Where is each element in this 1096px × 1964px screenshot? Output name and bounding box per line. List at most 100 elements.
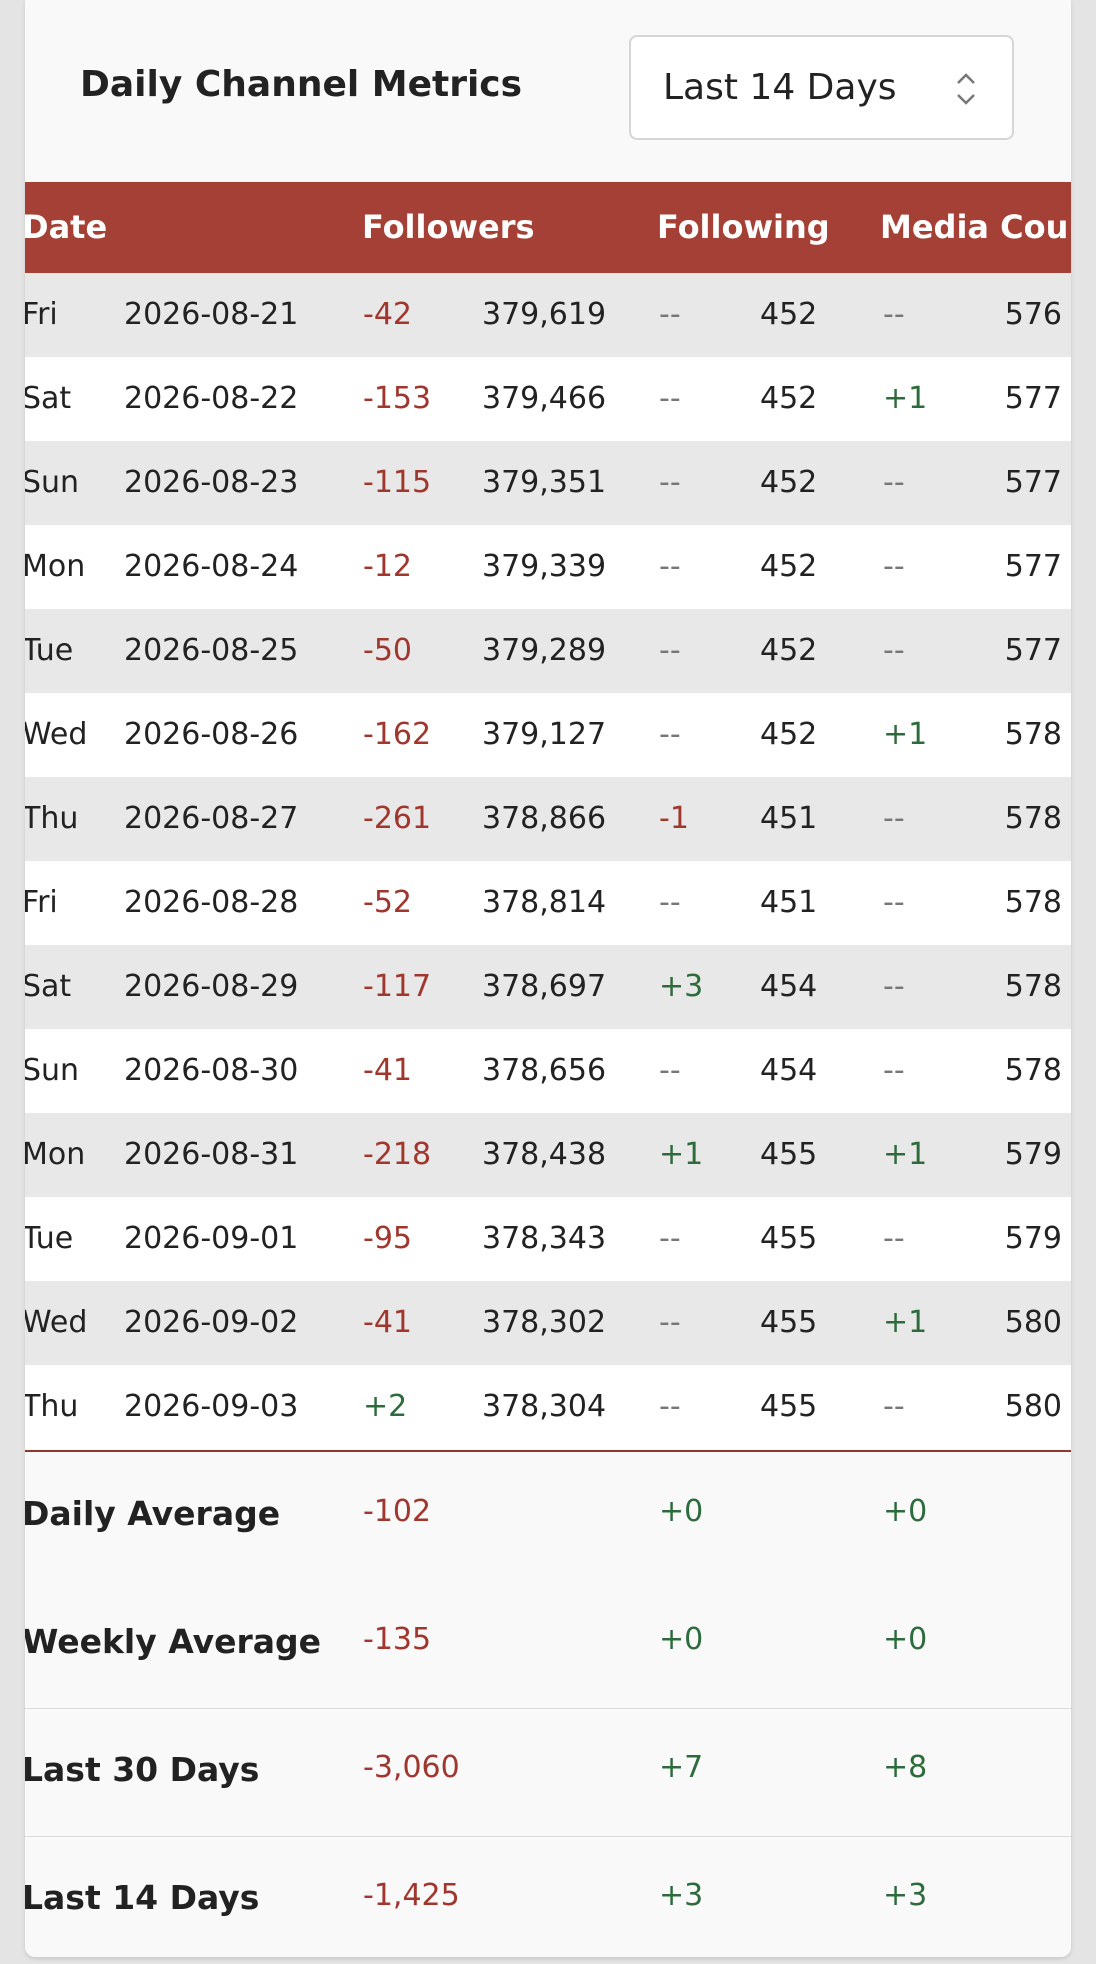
table-row: Fri 2026-08-28 -52 378,814 -- 451 -- 578 <box>25 861 1071 945</box>
summary-cell: +0 <box>659 1494 704 1529</box>
cell: +1 <box>883 381 928 416</box>
cell: -- <box>883 1389 905 1424</box>
summary-cell: +0 <box>883 1622 928 1657</box>
cell: -- <box>883 969 905 1004</box>
cell: 452 <box>760 633 818 668</box>
cell: -- <box>883 801 905 836</box>
cell: -- <box>883 465 905 500</box>
column-header: Following <box>657 208 830 246</box>
cell: 577 <box>1004 465 1062 500</box>
table-row: Tue 2026-09-01 -95 378,343 -- 455 -- 579 <box>25 1197 1071 1281</box>
cell: +1 <box>883 717 928 752</box>
cell: 579 <box>1004 1221 1062 1256</box>
cell: +1 <box>883 1305 928 1340</box>
cell: 2026-08-28 <box>124 885 299 920</box>
cell: 378,343 <box>482 1221 607 1256</box>
cell: -41 <box>363 1053 412 1088</box>
select-arrows <box>957 73 975 105</box>
cell: -- <box>659 549 681 584</box>
cell: Fri <box>25 297 58 332</box>
cell: 378,438 <box>482 1137 607 1172</box>
cell: Thu <box>25 801 79 836</box>
summary-cell: +0 <box>883 1494 928 1529</box>
cell: 2026-08-22 <box>124 381 299 416</box>
table-header: Date Followers Following Media Count <box>25 182 1071 273</box>
cell: 455 <box>760 1389 818 1424</box>
cell: -12 <box>363 549 412 584</box>
table-row: Wed 2026-09-02 -41 378,302 -- 455 +1 580 <box>25 1281 1071 1365</box>
range-select[interactable]: Last 14 Days <box>629 35 1014 140</box>
cell: 577 <box>1004 549 1062 584</box>
summary-divider <box>25 1708 1071 1709</box>
cell: 379,466 <box>482 381 607 416</box>
cell: 378,866 <box>482 801 607 836</box>
cell: 379,619 <box>482 297 607 332</box>
table-row: Sat 2026-08-29 -117 378,697 +3 454 -- 578 <box>25 945 1071 1029</box>
summary-cell: Last 14 Days <box>25 1878 260 1917</box>
column-header: Date <box>25 208 108 246</box>
cell: 378,697 <box>482 969 607 1004</box>
cell: 452 <box>760 717 818 752</box>
cell: -115 <box>363 465 432 500</box>
cell: Sun <box>25 1053 80 1088</box>
cell: 579 <box>1004 1137 1062 1172</box>
cell: 452 <box>760 549 818 584</box>
cell: -50 <box>363 633 412 668</box>
cell: 578 <box>1004 1053 1062 1088</box>
cell: -- <box>883 633 905 668</box>
table-row: Wed 2026-08-26 -162 379,127 -- 452 +1 578 <box>25 693 1071 777</box>
card-title: Daily Channel Metrics <box>80 64 523 105</box>
cell: 580 <box>1004 1305 1062 1340</box>
metrics-card: Daily Channel Metrics Last 14 Days Date F… <box>25 0 1071 1957</box>
cell: -1 <box>659 801 689 836</box>
table-row: Sat 2026-08-22 -153 379,466 -- 452 +1 577 <box>25 357 1071 441</box>
table-row: Tue 2026-08-25 -50 379,289 -- 452 -- 577 <box>25 609 1071 693</box>
cell: -95 <box>363 1221 412 1256</box>
cell: Wed <box>25 1305 88 1340</box>
cell: 379,289 <box>482 633 607 668</box>
table-row: Sun 2026-08-23 -115 379,351 -- 452 -- 577 <box>25 441 1071 525</box>
cell: -117 <box>363 969 432 1004</box>
cell: 2026-08-29 <box>124 969 299 1004</box>
cell: -- <box>883 297 905 332</box>
summary-cell: -102 <box>363 1494 432 1529</box>
cell: -153 <box>363 381 432 416</box>
cell: -- <box>659 1389 681 1424</box>
table-rule <box>25 1450 1071 1452</box>
cell: 378,656 <box>482 1053 607 1088</box>
cell: 452 <box>760 297 818 332</box>
cell: 454 <box>760 969 818 1004</box>
summary-cell: +7 <box>659 1750 704 1785</box>
cell: 2026-08-30 <box>124 1053 299 1088</box>
cell: -261 <box>363 801 432 836</box>
summary-cell: +3 <box>659 1878 704 1913</box>
cell: 378,304 <box>482 1389 607 1424</box>
cell: -162 <box>363 717 432 752</box>
summary-cell: +0 <box>659 1622 704 1657</box>
summary-cell: +3 <box>883 1878 928 1913</box>
cell: 2026-08-23 <box>124 465 299 500</box>
summary-cell: +8 <box>883 1750 928 1785</box>
summary-cell: Last 30 Days <box>25 1750 260 1789</box>
cell: -42 <box>363 297 412 332</box>
summary-row: Last 30 Days -3,060 +7 +8 <box>25 1708 1071 1836</box>
select-value: Last 14 Days <box>663 67 897 108</box>
table-row: Sun 2026-08-30 -41 378,656 -- 454 -- 578 <box>25 1029 1071 1113</box>
column-header: Media Count <box>880 208 1071 246</box>
summary-cell: Weekly Average <box>25 1622 322 1661</box>
summary-cell: -3,060 <box>363 1750 460 1785</box>
cell: 379,127 <box>482 717 607 752</box>
cell: 455 <box>760 1137 818 1172</box>
cell: -41 <box>363 1305 412 1340</box>
cell: 580 <box>1004 1389 1062 1424</box>
cell: 379,351 <box>482 465 607 500</box>
cell: 578 <box>1004 969 1062 1004</box>
summary-row: Weekly Average -135 +0 +0 <box>25 1580 1071 1708</box>
cell: 452 <box>760 465 818 500</box>
table-row: Mon 2026-08-24 -12 379,339 -- 452 -- 577 <box>25 525 1071 609</box>
cell: 578 <box>1004 801 1062 836</box>
summary-cell: -1,425 <box>363 1878 460 1913</box>
summary-cell: Daily Average <box>25 1494 281 1533</box>
cell: Fri <box>25 885 58 920</box>
cell: -- <box>659 1305 681 1340</box>
